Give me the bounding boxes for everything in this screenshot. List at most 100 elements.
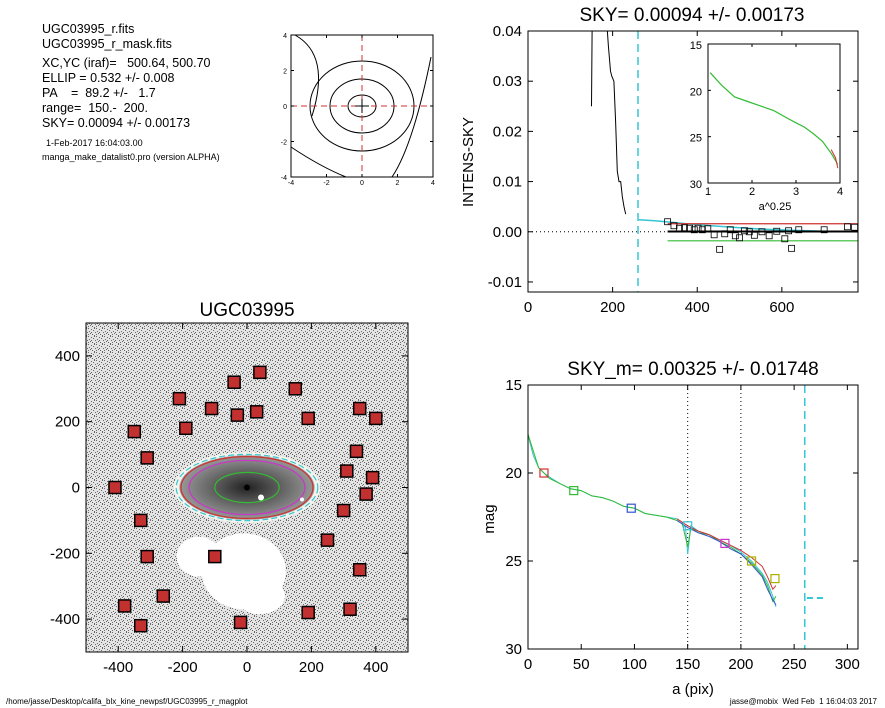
sky-sample-box	[704, 225, 712, 233]
inset-xtick-label: 2	[749, 186, 755, 198]
sky-sample-box	[721, 230, 729, 238]
sky-ytick-label: -0.01	[488, 274, 522, 291]
contour-xtick-label: -4	[288, 180, 294, 187]
masked-star-box	[227, 375, 241, 389]
contour-xtick-label: 4	[431, 180, 435, 187]
mag-xtick-label: 250	[782, 656, 807, 673]
sky-sample-box	[758, 228, 766, 236]
sky-sample-box	[773, 227, 781, 235]
mag-xtick-label: 150	[675, 656, 700, 673]
masked-star-box	[288, 382, 303, 396]
mag-xtick-label: 100	[622, 656, 647, 673]
mag-profile-red	[676, 518, 777, 591]
mag-title: SKY_m= 0.00325 +/- 0.01748	[567, 359, 818, 380]
image-title: UGC03995	[199, 300, 294, 321]
contour-ytick-label: 4	[283, 33, 287, 40]
fit-range: range= 150.- 200.	[42, 101, 148, 115]
masked-star-box	[156, 589, 171, 603]
contour-outer-right	[391, 56, 432, 178]
mag-xtick-label: 300	[835, 656, 860, 673]
image-xtick-label: 400	[363, 659, 388, 676]
masked-star-box	[179, 421, 193, 436]
isophote-ellipse	[214, 471, 280, 504]
masked-region	[176, 536, 221, 577]
sky-ytick-label: 0.00	[493, 224, 522, 241]
masked-star-box	[172, 391, 187, 406]
file-name: UGC03995_r.fits	[42, 22, 135, 36]
sky-sample-box	[726, 226, 734, 234]
inset-ytick-label: 25	[690, 133, 702, 145]
sky-sample-box	[736, 234, 743, 242]
galaxy-core	[244, 484, 250, 491]
image-ytick-label: 0	[72, 480, 80, 497]
contour-ytick-label: -4	[281, 175, 287, 182]
galaxy-image	[86, 323, 408, 652]
run-date: 1-Feb-2017 16:04:03.00	[46, 138, 143, 148]
masked-star-box	[230, 408, 245, 422]
masked-star-box	[127, 424, 142, 439]
inset-xlabel: a^0.25	[759, 201, 792, 213]
mag-profile-green	[527, 434, 777, 603]
sky-sample-box	[765, 232, 773, 240]
sky-sample-box	[664, 218, 672, 226]
image-ytick-label: 200	[55, 414, 80, 431]
mag-ytick-label: 15	[505, 377, 522, 394]
masked-star-box	[336, 503, 351, 518]
mag-marker-box	[720, 538, 730, 549]
sky-frame	[527, 30, 859, 293]
image-xtick-label: 0	[243, 659, 251, 676]
sky-ytick-label: 0.01	[493, 174, 522, 191]
masked-star-box	[301, 605, 315, 620]
mag-marker-box	[746, 556, 757, 566]
contour-xtick-label: 0	[360, 180, 364, 187]
ellipticity: ELLIP = 0.532 +/- 0.008	[42, 71, 175, 85]
position-angle: PA = 89.2 +/- 1.7	[42, 86, 156, 100]
program-version: manga_make_datalist0.pro (version ALPHA)	[42, 152, 220, 162]
image-ytick-label: -400	[50, 611, 80, 628]
contour-ytick-label: -2	[281, 140, 287, 147]
sky-ytick-label: 0.03	[493, 73, 522, 90]
sky-sample-box	[844, 223, 851, 231]
masked-star-box	[204, 401, 219, 416]
mag-marker-box	[626, 503, 636, 513]
masked-star-box	[117, 599, 132, 613]
masked-star-box	[140, 549, 154, 564]
mag-xtick-label: 50	[573, 656, 590, 673]
masked-star-box	[320, 533, 335, 547]
sky-xtick-label: 0	[524, 299, 532, 316]
intensity-profile-line	[591, 31, 627, 215]
image-xtick-label: 200	[299, 659, 324, 676]
sky-sample-box	[785, 227, 793, 235]
mag-xlabel: a (pix)	[672, 681, 714, 698]
mag-marker-box	[539, 468, 549, 478]
masked-star-box	[343, 602, 357, 616]
mag-frame	[527, 384, 859, 650]
sky-xtick-label: 400	[685, 299, 710, 316]
mag-marker-box	[683, 521, 693, 531]
contour-xtick-label: 2	[396, 180, 400, 187]
contour-xtick-label: -2	[323, 180, 329, 187]
sky-sample-box	[676, 224, 683, 232]
image-xtick-label: -400	[103, 659, 133, 676]
footer-user: jasse@mobix Wed Feb 1 16:04:03 2017	[729, 697, 877, 706]
sky-ytick-label: 0.04	[493, 23, 522, 40]
masked-star-small	[300, 497, 304, 502]
sky-sample-box	[741, 227, 749, 235]
image-ytick-label: 400	[55, 348, 80, 365]
inset-profile-line	[709, 72, 839, 165]
mag-xtick-label: 200	[728, 656, 753, 673]
sky-sample-box	[795, 226, 803, 234]
mag-ytick-label: 30	[505, 641, 522, 658]
footer-path: /home/jasse/Desktop/califa_blx_kine_newp…	[6, 697, 248, 706]
sky-sample-box	[670, 222, 678, 230]
masked-star-box	[253, 365, 267, 380]
mag-ylabel: mag	[481, 504, 498, 533]
contour-outer-left	[294, 34, 319, 117]
sky-fit-line	[638, 218, 858, 233]
masked-star-box	[108, 480, 122, 495]
sky-ylabel: INTENS-SKY	[460, 117, 477, 207]
sky-sample-box	[781, 235, 789, 243]
masked-star-box	[133, 513, 148, 528]
inset-ytick-label: 15	[690, 40, 702, 52]
